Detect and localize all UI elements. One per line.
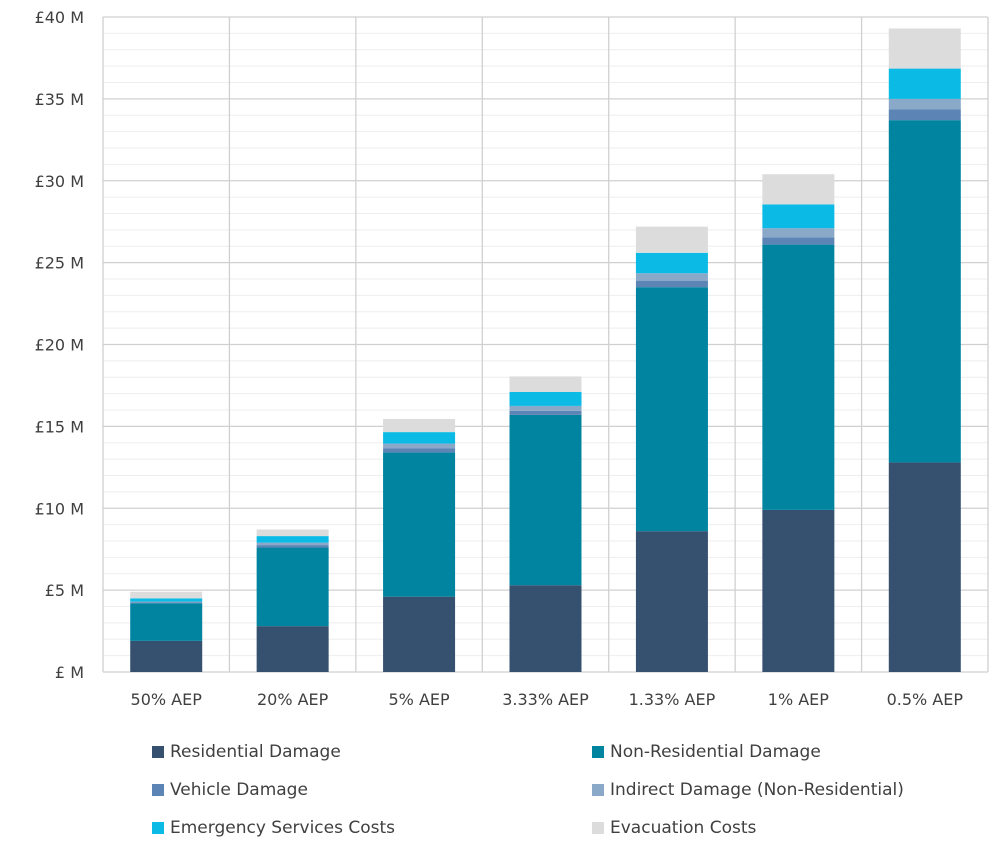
bar-segment-emergency-services-costs <box>635 252 708 274</box>
bar-segment-residential-damage <box>509 585 582 672</box>
legend-label: Emergency Services Costs <box>170 818 396 838</box>
y-tick-label: £10 M <box>35 499 84 518</box>
bar-segment-emergency-services-costs <box>509 391 582 406</box>
x-tick-label: 5% AEP <box>388 690 450 709</box>
legend-item: Indirect Damage (Non-Residential) <box>592 780 904 800</box>
legend-swatch <box>592 822 604 834</box>
bar-segment-evacuation-costs <box>762 174 835 205</box>
bar-segment-evacuation-costs <box>888 28 961 69</box>
bar-segment-residential-damage <box>256 626 329 672</box>
bar-segment-indirect-damage-non-residential <box>888 98 961 110</box>
bar-segment-residential-damage <box>130 640 203 672</box>
legend-item: Vehicle Damage <box>152 780 308 800</box>
y-tick-label: £30 M <box>35 172 84 191</box>
legend-item: Residential Damage <box>152 742 341 762</box>
bar-segment-non-residential-damage <box>635 287 708 532</box>
bar-segment-indirect-damage-non-residential <box>383 443 456 449</box>
bar-segment-indirect-damage-non-residential <box>635 273 708 281</box>
bar-segment-residential-damage <box>762 509 835 672</box>
y-tick-label: £5 M <box>45 581 84 600</box>
bar-segment-emergency-services-costs <box>762 204 835 229</box>
legend-item: Non-Residential Damage <box>592 742 821 762</box>
x-tick-label: 3.33% AEP <box>502 690 589 709</box>
x-tick-label: 50% AEP <box>131 690 203 709</box>
bar-segment-emergency-services-costs <box>130 598 203 602</box>
bar-segment-non-residential-damage <box>130 603 203 641</box>
bar-segment-non-residential-damage <box>888 120 961 463</box>
legend-swatch <box>152 746 164 758</box>
y-tick-label: £ M <box>55 663 84 682</box>
legend-label: Indirect Damage (Non-Residential) <box>610 780 904 800</box>
bar-segment-residential-damage <box>888 462 961 672</box>
bar-segment-evacuation-costs <box>130 591 203 599</box>
y-tick-label: £35 M <box>35 90 84 109</box>
legend: Residential Damage Non-Residential Damage… <box>0 734 996 842</box>
bar-segment-non-residential-damage <box>256 547 329 627</box>
bar-segment-evacuation-costs <box>509 376 582 392</box>
legend-swatch <box>152 822 164 834</box>
legend-label: Evacuation Costs <box>610 818 757 838</box>
bar-segment-vehicle-damage <box>383 448 456 453</box>
legend-item: Emergency Services Costs <box>152 818 395 838</box>
x-tick-label: 1.33% AEP <box>629 690 716 709</box>
legend-swatch <box>592 746 604 758</box>
legend-swatch <box>592 784 604 796</box>
y-axis-tick-labels: £ M £5 M £10 M £15 M £20 M £25 M £30 M £35 M £40… <box>35 8 84 682</box>
bar-segment-vehicle-damage <box>256 545 329 548</box>
bar-segment-non-residential-damage <box>509 414 582 586</box>
bar-segment-residential-damage <box>635 531 708 672</box>
bar-segment-evacuation-costs <box>635 226 708 253</box>
x-tick-label: 1% AEP <box>768 690 830 709</box>
bar-segment-emergency-services-costs <box>383 432 456 444</box>
x-tick-label: 0.5% AEP <box>887 690 964 709</box>
bar-segment-vehicle-damage <box>130 602 203 604</box>
legend-swatch <box>152 784 164 796</box>
bar-segment-non-residential-damage <box>383 452 456 597</box>
x-tick-label: 20% AEP <box>257 690 329 709</box>
bar-segment-indirect-damage-non-residential <box>762 228 835 238</box>
bars <box>130 28 961 672</box>
bar-segment-indirect-damage-non-residential <box>256 542 329 546</box>
bar-segment-vehicle-damage <box>635 280 708 288</box>
stacked-bar-chart: £ M £5 M £10 M £15 M £20 M £25 M £30 M £35 M £40… <box>35 8 989 709</box>
x-axis-tick-labels: 50% AEP 20% AEP 5% AEP 3.33% AEP 1.33% AEP 1%… <box>131 690 964 709</box>
legend-label: Vehicle Damage <box>170 780 308 800</box>
y-tick-label: £25 M <box>35 254 84 273</box>
bar-segment-emergency-services-costs <box>256 536 329 543</box>
bar-segment-non-residential-damage <box>762 244 835 510</box>
bar-segment-vehicle-damage <box>762 237 835 245</box>
bar-segment-indirect-damage-non-residential <box>509 405 582 411</box>
y-tick-label: £40 M <box>35 8 84 27</box>
bar-segment-vehicle-damage <box>509 410 582 415</box>
bar-segment-evacuation-costs <box>256 529 329 537</box>
bar-segment-emergency-services-costs <box>888 68 961 99</box>
bar-segment-residential-damage <box>383 596 456 672</box>
bar-segment-vehicle-damage <box>888 109 961 121</box>
bar-segment-indirect-damage-non-residential <box>130 601 203 603</box>
legend-label: Residential Damage <box>170 742 341 762</box>
y-tick-label: £15 M <box>35 417 84 436</box>
legend-label: Non-Residential Damage <box>610 742 821 762</box>
bar-segment-evacuation-costs <box>383 419 456 433</box>
legend-item: Evacuation Costs <box>592 818 756 838</box>
y-tick-label: £20 M <box>35 336 84 355</box>
